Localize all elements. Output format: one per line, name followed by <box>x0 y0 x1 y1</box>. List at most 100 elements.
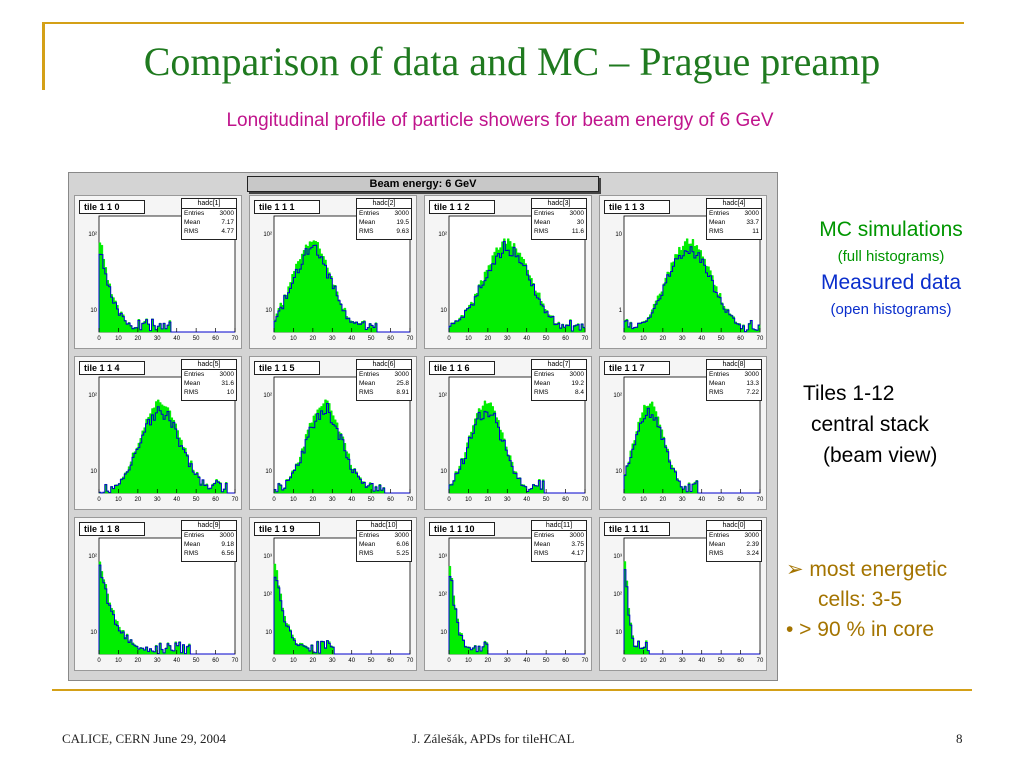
x-tick-label: 0 <box>447 336 451 342</box>
stats-value: 6.56 <box>221 550 234 557</box>
x-tick-label: 30 <box>154 658 161 664</box>
tile-label: tile 1 1 7 <box>604 361 670 375</box>
y-tick-label: 10² <box>263 592 272 598</box>
stats-value: 9.18 <box>221 541 234 548</box>
stats-value: 30 <box>576 219 584 226</box>
x-tick-label: 0 <box>97 497 101 503</box>
x-tick-label: 10 <box>290 497 297 503</box>
y-tick-label: 10 <box>90 469 97 475</box>
x-tick-label: 70 <box>582 658 589 664</box>
x-tick-label: 70 <box>232 658 239 664</box>
stats-row-rms: RMS 10 <box>182 388 236 397</box>
stats-box: hadc[2] Entries 3000 Mean 19.5 RMS 9.63 <box>356 198 412 240</box>
histogram-panel: 0 10 20 30 40 50 60 70 10² 10 tile 1 1 6 hadc[7] Ent… <box>424 356 592 510</box>
stats-label: Mean <box>184 380 201 387</box>
x-tick-label: 60 <box>387 497 394 503</box>
x-tick-label: 30 <box>504 658 511 664</box>
histogram-panel: 0 10 20 30 40 50 60 70 10² 10 tile 1 1 0 hadc[1] Ent… <box>74 195 242 349</box>
x-tick-label: 50 <box>193 658 200 664</box>
histogram-name: hadc[10] <box>357 521 411 531</box>
stats-value: 3000 <box>569 532 584 539</box>
y-tick-label: 10 <box>615 469 622 475</box>
stats-value: 3000 <box>219 210 234 217</box>
y-tick-label: 10 <box>265 308 272 314</box>
data-histogram <box>273 576 410 655</box>
tiles-line-3: (beam view) <box>823 444 938 467</box>
y-tick-label: 10³ <box>438 554 447 560</box>
x-tick-label: 10 <box>465 497 472 503</box>
plot-frame <box>448 537 586 655</box>
stats-label: Entries <box>184 532 205 539</box>
x-tick-label: 70 <box>232 497 239 503</box>
y-tick-label: 10³ <box>613 554 622 560</box>
x-tick-label: 20 <box>310 336 317 342</box>
x-tick-label: 0 <box>447 497 451 503</box>
stats-label: Mean <box>534 541 551 548</box>
x-tick-label: 70 <box>582 497 589 503</box>
stats-row-mean: Mean 3.75 <box>532 540 586 549</box>
x-tick-label: 20 <box>135 497 142 503</box>
stats-box: hadc[10] Entries 3000 Mean 6.06 RMS 5.25 <box>356 520 412 562</box>
y-tick-label: 10 <box>440 469 447 475</box>
x-tick-label: 20 <box>310 497 317 503</box>
stats-row-mean: Mean 31.6 <box>182 379 236 388</box>
x-tick-label: 20 <box>660 658 667 664</box>
stats-value: 3000 <box>744 210 759 217</box>
x-tick-label: 30 <box>679 658 686 664</box>
tile-label: tile 1 1 0 <box>79 200 145 214</box>
x-tick-label: 10 <box>115 336 122 342</box>
stats-label: Entries <box>534 210 555 217</box>
x-tick-label: 20 <box>135 336 142 342</box>
stats-label: RMS <box>184 228 199 235</box>
stats-row-rms: RMS 3.24 <box>707 549 761 558</box>
y-tick-label: 10² <box>263 393 272 399</box>
histogram-name: hadc[3] <box>532 199 586 209</box>
x-tick-label: 40 <box>173 658 180 664</box>
x-tick-label: 10 <box>640 497 647 503</box>
legend-data: Measured data <box>820 271 962 294</box>
x-tick-label: 40 <box>173 497 180 503</box>
stats-value: 13.3 <box>746 380 759 387</box>
stats-row-mean: Mean 9.18 <box>182 540 236 549</box>
stats-label: Mean <box>184 219 201 226</box>
x-tick-label: 70 <box>407 497 414 503</box>
histogram-figure: Beam energy: 6 GeV 0 10 20 30 40 50 60 70 10² 10 t… <box>68 172 778 681</box>
slide-title: Comparison of data and MC – Prague pream… <box>143 39 881 84</box>
x-tick-label: 40 <box>348 336 355 342</box>
footer-center: J. Zálešák, APDs for tileHCAL <box>412 731 575 746</box>
tile-label: tile 1 1 8 <box>79 522 145 536</box>
stats-label: Entries <box>534 532 555 539</box>
stats-label: Mean <box>359 541 376 548</box>
stats-value: 8.4 <box>574 389 584 396</box>
stats-row-mean: Mean 13.3 <box>707 379 761 388</box>
stats-label: RMS <box>184 550 199 557</box>
x-tick-label: 60 <box>737 497 744 503</box>
stats-row-mean: Mean 7.17 <box>182 218 236 227</box>
x-tick-label: 0 <box>272 336 276 342</box>
bottom-rule <box>52 689 972 691</box>
histogram-plot: 0 10 20 30 40 50 60 70 10² 10 <box>263 376 414 503</box>
data-histogram <box>98 253 235 333</box>
stats-label: Entries <box>184 371 205 378</box>
stats-label: Mean <box>709 219 726 226</box>
stats-row-entries: Entries 3000 <box>532 209 586 218</box>
x-tick-label: 30 <box>329 497 336 503</box>
y-tick-label: 10² <box>88 232 97 238</box>
x-tick-label: 20 <box>485 497 492 503</box>
stats-value: 3000 <box>569 371 584 378</box>
x-tick-label: 40 <box>698 497 705 503</box>
y-tick-label: 10 <box>440 630 447 636</box>
x-tick-label: 10 <box>465 658 472 664</box>
tile-label: tile 1 1 3 <box>604 200 670 214</box>
x-tick-label: 40 <box>173 336 180 342</box>
stats-box: hadc[7] Entries 3000 Mean 19.2 RMS 8.4 <box>531 359 587 401</box>
x-tick-label: 60 <box>737 336 744 342</box>
stats-label: RMS <box>359 550 374 557</box>
y-tick-label: 10 <box>440 308 447 314</box>
stats-label: RMS <box>709 228 724 235</box>
x-tick-label: 70 <box>407 658 414 664</box>
histogram-panel: 0 10 20 30 40 50 60 70 10³ 10² 10 tile 1 1 10 hadc[1… <box>424 517 592 671</box>
stats-row-rms: RMS 4.17 <box>532 549 586 558</box>
title-accent-bar <box>42 22 45 90</box>
x-tick-label: 30 <box>504 497 511 503</box>
